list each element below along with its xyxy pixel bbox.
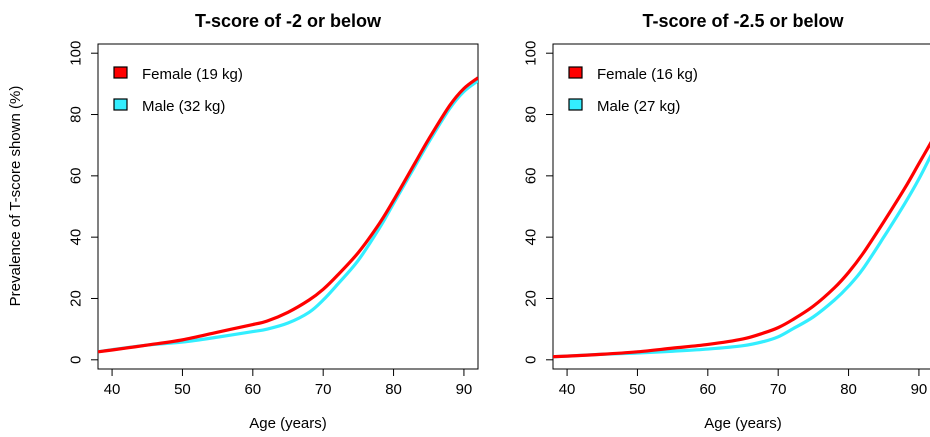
chart-panel-right: T-score of -2.5 or below Age (years) 40 5… — [523, 11, 930, 432]
legend-swatch-female — [568, 66, 583, 79]
y-tick-label: 60 — [68, 167, 85, 184]
legend-swatch-female — [113, 66, 128, 79]
x-tick-label: 90 — [911, 381, 928, 398]
chart-title: T-score of -2.5 or below — [642, 11, 844, 31]
y-tick-label: 40 — [68, 229, 85, 246]
y-tick-label: 0 — [523, 356, 540, 364]
y-tick-label: 20 — [68, 290, 85, 307]
plot-frame — [97, 43, 479, 370]
x-tick-label: 60 — [244, 381, 261, 398]
y-tick-label: 100 — [68, 41, 85, 66]
y-tick-label: 60 — [523, 167, 540, 184]
legend-swatch-male — [568, 98, 583, 111]
series-line-male — [553, 153, 930, 359]
y-axis: 0 20 40 60 80 100 — [523, 41, 553, 364]
y-axis-label: Prevalence of T-score shown (%) — [7, 86, 24, 307]
legend: Female (19 kg) Male (32 kg) — [113, 66, 243, 115]
x-tick-label: 50 — [629, 381, 646, 398]
y-tick-label: 40 — [523, 229, 540, 246]
y-tick-label: 100 — [523, 41, 540, 66]
x-tick-label: 70 — [770, 381, 787, 398]
y-tick-label: 80 — [523, 106, 540, 123]
chart-title: T-score of -2 or below — [195, 11, 382, 31]
y-tick-label: 20 — [523, 290, 540, 307]
x-tick-label: 80 — [385, 381, 402, 398]
y-tick-label: 0 — [68, 356, 85, 364]
x-tick-label: 80 — [840, 381, 857, 398]
series-group — [98, 76, 478, 354]
series-line-female — [553, 141, 930, 359]
series-line-female — [98, 76, 478, 354]
series-group — [553, 141, 930, 359]
x-axis-label: Age (years) — [704, 415, 782, 432]
legend-label-female: Female (16 kg) — [597, 66, 698, 83]
x-tick-label: 40 — [104, 381, 121, 398]
x-tick-label: 60 — [699, 381, 716, 398]
y-axis: 0 20 40 60 80 100 — [68, 41, 98, 364]
legend-label-male: Male (32 kg) — [142, 98, 225, 115]
legend-label-male: Male (27 kg) — [597, 98, 680, 115]
legend-swatch-male — [113, 98, 128, 111]
legend: Female (16 kg) Male (27 kg) — [568, 66, 698, 115]
x-tick-label: 40 — [559, 381, 576, 398]
x-tick-label: 70 — [315, 381, 332, 398]
x-axis: 40 50 60 70 80 90 — [104, 369, 473, 398]
legend-label-female: Female (19 kg) — [142, 66, 243, 83]
plot-frame — [552, 43, 930, 370]
chart-panel-left: T-score of -2 or below Age (years) Preva… — [7, 11, 479, 432]
x-axis: 40 50 60 70 80 90 — [559, 369, 928, 398]
x-tick-label: 90 — [456, 381, 473, 398]
y-tick-label: 80 — [68, 106, 85, 123]
x-tick-label: 50 — [174, 381, 191, 398]
x-axis-label: Age (years) — [249, 415, 327, 432]
